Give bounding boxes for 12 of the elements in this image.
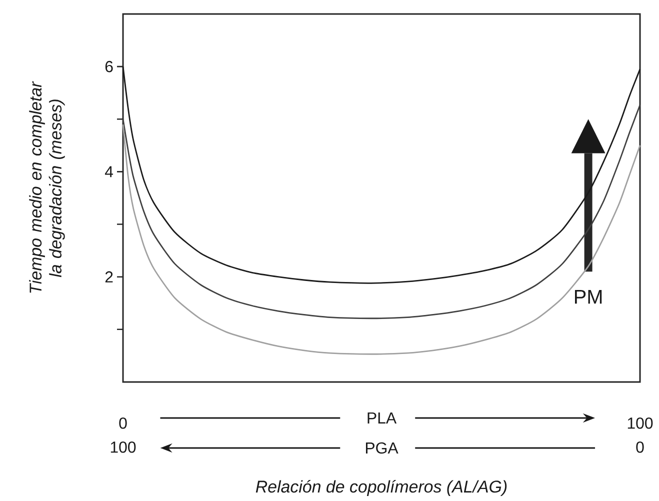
line-series (122, 124, 641, 355)
text: PGA (366, 442, 398, 454)
x-axis-title: Relación de copolímeros (AL/AG) (256, 480, 507, 496)
y-tick-label: 2 (105, 271, 113, 282)
y-tick-label: 4 (104, 166, 114, 178)
text: PLA (368, 412, 397, 424)
x2-tick-label: 0 (636, 442, 644, 453)
x2-tick-label: 100 (110, 442, 136, 453)
line-series (122, 104, 641, 320)
annotation: PM (575, 290, 602, 304)
y-axis-title: Tiempo medio en completar la degradación (meses) (29, 81, 65, 293)
y-tick-label: 6 (105, 60, 113, 72)
